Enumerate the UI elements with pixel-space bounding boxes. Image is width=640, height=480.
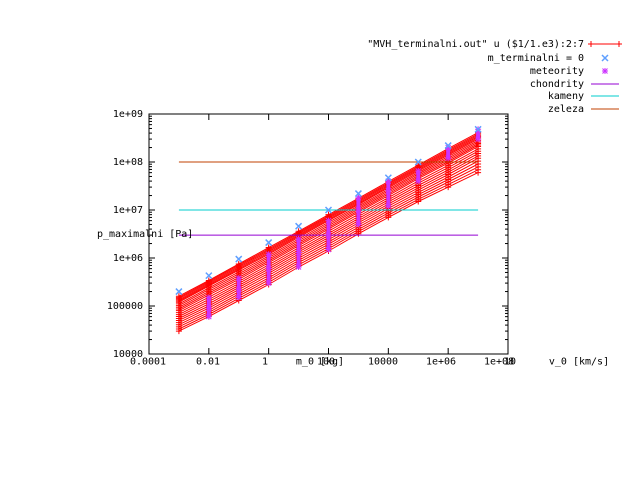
legend-sample-m-terminalni bbox=[601, 54, 609, 62]
series-measurements-point bbox=[325, 211, 332, 218]
series-meteority-point bbox=[295, 235, 302, 242]
series-m-terminalni-point bbox=[354, 190, 362, 198]
series-m-terminalni bbox=[175, 125, 482, 296]
series-meteority-point bbox=[415, 178, 422, 185]
series-meteority-point bbox=[205, 294, 212, 301]
series-meteority-point bbox=[235, 286, 242, 293]
series-meteority-point bbox=[355, 194, 362, 201]
x-tick-label: 100 bbox=[317, 356, 335, 367]
legend: "MVH_terminalni.out" u ($1/1.e3):2:7 m_t… bbox=[367, 39, 622, 115]
series-meteority-point bbox=[355, 221, 362, 228]
series-meteority-point bbox=[325, 217, 332, 224]
y-tick-label: 1e+07 bbox=[113, 205, 143, 216]
x-axis-label-extra: 10 bbox=[504, 356, 516, 367]
series-meteority-point bbox=[235, 275, 242, 282]
x-tick-label: 1 bbox=[262, 356, 268, 367]
legend-label: meteority bbox=[530, 66, 584, 77]
series-meteority-point bbox=[265, 280, 272, 287]
series-m-terminalni-point bbox=[295, 222, 303, 230]
series-m-terminalni-point bbox=[175, 288, 183, 296]
series-meteority-point bbox=[205, 313, 212, 320]
series-measurements-point bbox=[235, 260, 242, 267]
legend-sample-measurements-point bbox=[588, 41, 594, 47]
legend-label: zeleza bbox=[548, 104, 584, 115]
x-tick-label: 0.0001 bbox=[130, 356, 166, 367]
y-tick-label: 1e+09 bbox=[113, 109, 143, 120]
axis-ticks bbox=[148, 113, 509, 355]
x-tick-label: 0.01 bbox=[196, 356, 220, 367]
y-tick-label: 100000 bbox=[107, 301, 143, 312]
series-m-terminalni-point bbox=[444, 142, 452, 150]
y-tick-label: 10000 bbox=[113, 349, 143, 360]
legend-sample-meteority bbox=[602, 68, 608, 74]
legend-label: "MVH_terminalni.out" u ($1/1.e3):2:7 bbox=[367, 39, 584, 50]
series-m-terminalni-point bbox=[474, 125, 482, 133]
series-measurements-point bbox=[205, 277, 212, 284]
series-meteority-point bbox=[295, 263, 302, 270]
series-meteority-point bbox=[325, 246, 332, 253]
series-meteority-point bbox=[325, 232, 332, 239]
y-tick-label: 1e+08 bbox=[113, 157, 143, 168]
series-m-terminalni-point bbox=[265, 239, 273, 247]
series-m-terminalni-point bbox=[414, 158, 422, 166]
x-axis-label: m_0 [kg] bbox=[296, 356, 344, 367]
x-tick-label: 1e+06 bbox=[426, 356, 456, 367]
legend-label: kameny bbox=[548, 91, 584, 102]
series-meteority-point bbox=[295, 249, 302, 256]
series-meteority-point bbox=[355, 207, 362, 213]
series-meteority bbox=[205, 126, 482, 320]
series-meteority-point bbox=[265, 265, 272, 272]
y-tick-label: 1e+06 bbox=[113, 253, 143, 264]
series-measurements-point bbox=[295, 228, 302, 235]
x-tick-label: 10000 bbox=[368, 356, 398, 367]
series-measurements-point bbox=[415, 162, 422, 169]
series-m-terminalni-point bbox=[384, 174, 392, 182]
series-meteority-point bbox=[385, 203, 392, 210]
x-axis-label-units: v_0 [km/s] bbox=[549, 356, 609, 367]
legend-samples bbox=[588, 41, 622, 110]
series-m-terminalni-point bbox=[205, 272, 213, 280]
legend-sample-measurements-point bbox=[616, 41, 622, 47]
series-meteority-point bbox=[235, 294, 242, 301]
series-meteority-point bbox=[385, 178, 392, 185]
series-m-terminalni-point bbox=[324, 206, 333, 214]
series-meteority-point bbox=[385, 187, 392, 194]
series-meteority-point bbox=[415, 167, 422, 174]
legend-label: m_terminalni = 0 bbox=[488, 53, 584, 64]
series-meteority-point bbox=[445, 155, 452, 162]
y-axis-label: p_maximalni [Pa] bbox=[97, 229, 193, 240]
series-meteority-point bbox=[445, 144, 452, 151]
series-meteority-point bbox=[475, 136, 482, 143]
series-m-terminalni-point bbox=[235, 255, 243, 263]
series-measurements-point bbox=[265, 244, 272, 251]
x-tick-label: 1e+08 bbox=[484, 356, 514, 367]
series-meteority-point bbox=[205, 305, 212, 312]
legend-label: chondrity bbox=[530, 79, 584, 90]
series-measurements-point bbox=[175, 293, 182, 300]
series-meteority-point bbox=[265, 251, 272, 258]
